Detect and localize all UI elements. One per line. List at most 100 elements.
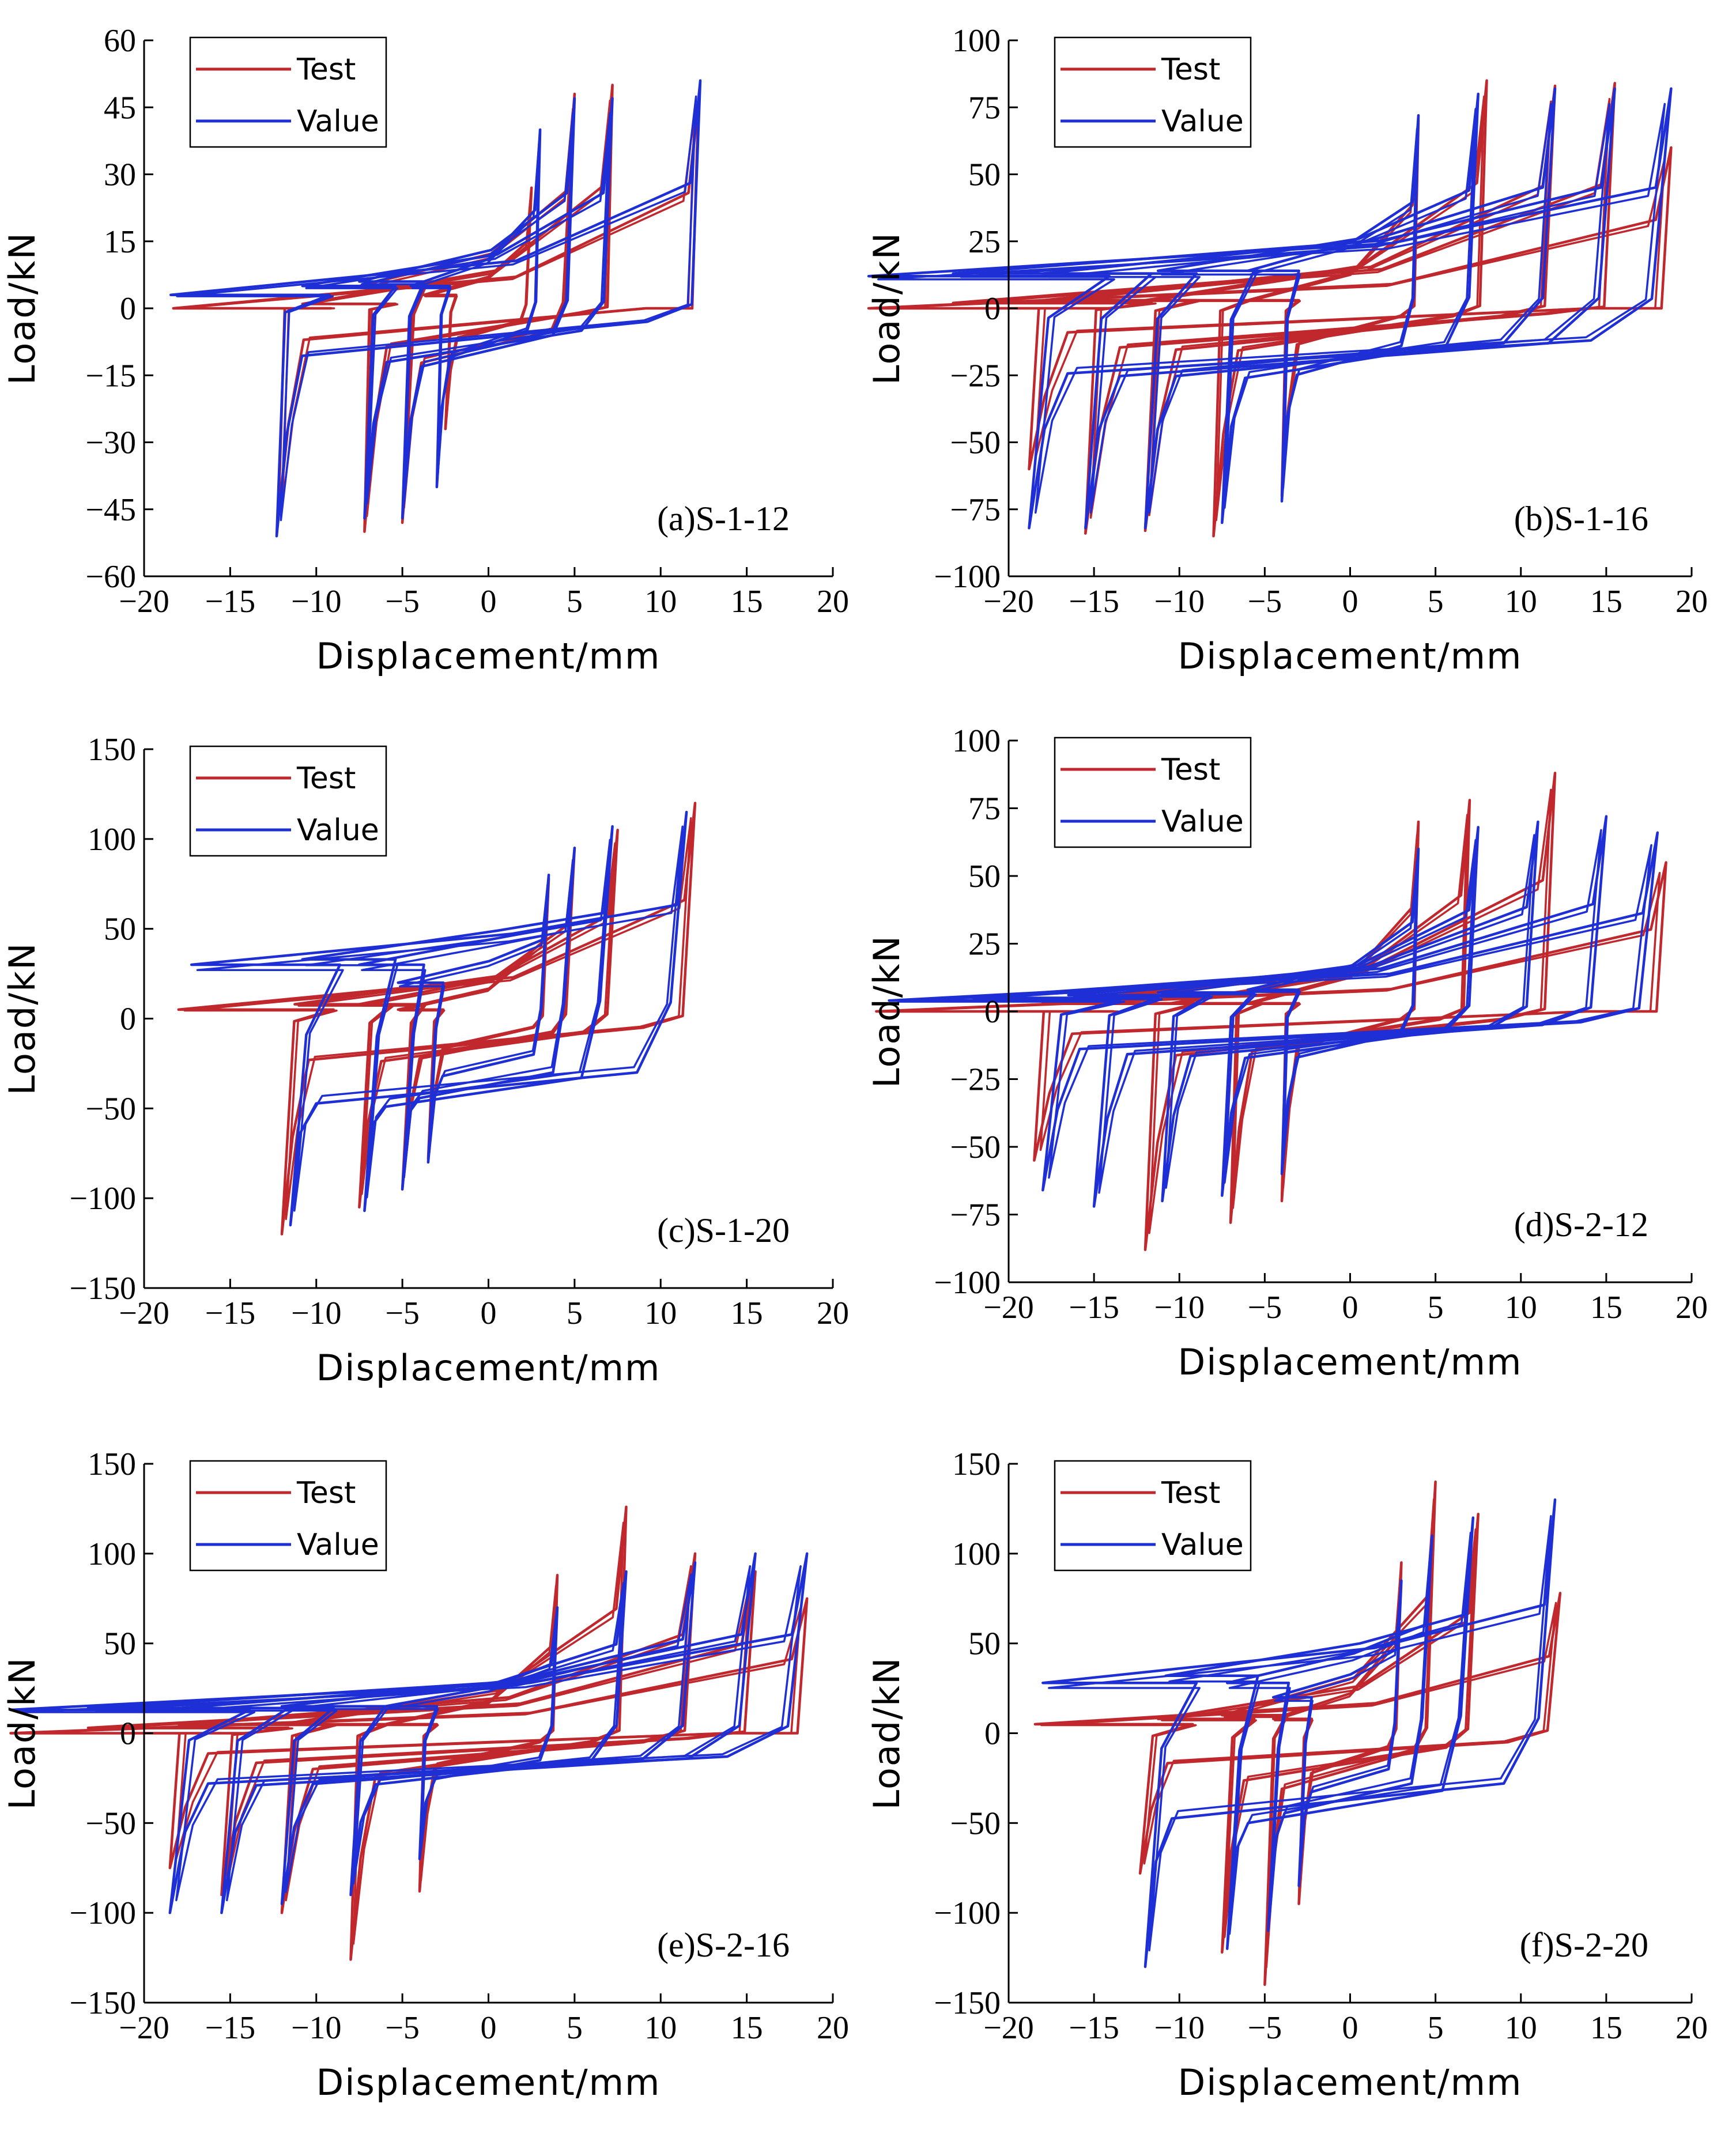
x-axis-title: Displacement/mm	[1178, 2061, 1523, 2103]
y-tick-label: −100	[69, 1181, 136, 1217]
y-axis-title: Load/kN	[1, 942, 43, 1096]
hysteresis-loop-repeat	[1248, 859, 1418, 1164]
x-tick-label: −15	[1069, 1290, 1119, 1325]
legend-label-value: Value	[1161, 104, 1244, 139]
x-tick-label: 10	[1505, 584, 1537, 620]
hysteresis-loop-repeat	[1274, 1573, 1402, 1893]
x-tick-label: −15	[1069, 584, 1119, 620]
hysteresis-loop-repeat	[95, 1581, 752, 1885]
hysteresis-loop-repeat	[297, 842, 616, 1195]
legend: Test Value	[189, 1460, 387, 1572]
y-tick-label: 100	[952, 1536, 1001, 1572]
y-tick-label: −100	[934, 1265, 1001, 1301]
hysteresis-loop	[888, 831, 1659, 1192]
hysteresis-loop	[358, 97, 576, 520]
hysteresis-loop	[280, 1505, 628, 1961]
x-tick-label: −5	[385, 1296, 420, 1331]
x-tick-label: 0	[1342, 584, 1358, 620]
x-tick-label: 20	[1675, 2010, 1708, 2046]
y-tick-label: −50	[950, 425, 1001, 461]
legend-box	[1054, 1460, 1252, 1572]
hysteresis-loop	[952, 87, 1616, 530]
hysteresis-loop-repeat	[1168, 1531, 1472, 1935]
hysteresis-loop-repeat	[1148, 95, 1485, 522]
chart-panel-1: −20 −15 −10 −5 0 5 10 15 20 −60 −45 −30 −15 0 15 30 45 60…	[1, 23, 849, 677]
x-tick-label: 0	[1342, 1290, 1358, 1325]
x-tick-label: −10	[1154, 584, 1205, 620]
y-tick-label: 150	[88, 732, 136, 768]
y-axis-title: Load/kN	[866, 935, 908, 1088]
y-tick-label: −50	[85, 1091, 136, 1127]
hysteresis-loop-repeat	[1048, 1515, 1552, 1952]
hysteresis-loop	[1144, 79, 1488, 538]
x-tick-label: 0	[1342, 2010, 1358, 2046]
legend-label-value: Value	[297, 813, 379, 848]
y-tick-label: 75	[968, 90, 1001, 126]
x-tick-label: −5	[1248, 2010, 1282, 2046]
hysteresis-loop-repeat	[19, 1565, 802, 1902]
series-value	[867, 87, 1673, 530]
x-tick-label: −20	[983, 2010, 1034, 2046]
hysteresis-loop	[384, 1573, 559, 1893]
hysteresis-loop	[190, 810, 688, 1227]
y-tick-label: −15	[85, 358, 136, 394]
x-tick-label: −10	[291, 1296, 342, 1331]
y-tick-label: 0	[984, 1716, 1001, 1752]
hysteresis-loop	[384, 1606, 559, 1860]
x-tick-label: −15	[205, 1296, 256, 1331]
hysteresis-loop-repeat	[1161, 108, 1477, 509]
hysteresis-loop	[867, 87, 1673, 530]
x-tick-label: 15	[1590, 2010, 1622, 2046]
y-tick-label: −60	[85, 559, 136, 595]
x-tick-label: −20	[119, 1296, 169, 1331]
x-tick-label: 5	[567, 1296, 583, 1331]
y-tick-label: 50	[104, 1626, 136, 1662]
x-tick-label: 15	[731, 2010, 763, 2046]
y-tick-label: −75	[950, 492, 1001, 528]
x-tick-label: 10	[644, 1296, 677, 1331]
x-tick-label: 15	[1590, 1290, 1622, 1325]
y-tick-label: −25	[950, 1062, 1001, 1098]
x-tick-label: −5	[385, 2010, 420, 2046]
y-tick-label: −50	[85, 1806, 136, 1841]
y-tick-label: 50	[104, 912, 136, 947]
legend: Test Value	[189, 36, 387, 148]
panel-label: (e)S-2-16	[657, 1926, 790, 1964]
legend-label-test: Test	[296, 52, 356, 87]
y-tick-label: 50	[968, 1626, 1001, 1662]
legend-label-value: Value	[1161, 805, 1244, 839]
y-tick-label: 100	[952, 723, 1001, 759]
series-test	[172, 84, 700, 533]
y-tick-label: 50	[968, 859, 1001, 894]
hysteresis-loop	[358, 847, 576, 1191]
x-tick-label: 20	[1675, 584, 1708, 620]
hysteresis-loop	[301, 825, 614, 1213]
y-tick-label: 0	[120, 291, 136, 327]
hysteresis-loop-repeat	[1173, 814, 1469, 1209]
hysteresis-loop	[280, 1570, 628, 1897]
y-tick-label: −150	[69, 1271, 136, 1306]
x-tick-label: 20	[817, 1296, 849, 1331]
legend-box	[189, 1460, 387, 1572]
hysteresis-loop	[9, 1552, 809, 1914]
hysteresis-loop-repeat	[399, 887, 549, 1150]
y-tick-label: 30	[104, 157, 136, 193]
hysteresis-loop	[1246, 114, 1420, 503]
y-tick-label: −45	[85, 492, 136, 528]
x-axis-title: Displacement/mm	[316, 1347, 661, 1389]
legend-box	[189, 745, 387, 857]
panel-label: (f)S-2-20	[1520, 1926, 1648, 1964]
x-axis-title: Displacement/mm	[316, 635, 661, 677]
y-tick-label: −150	[934, 1985, 1001, 2021]
hysteresis-loop-repeat	[399, 883, 549, 1154]
x-tick-label: 20	[1675, 1290, 1708, 1325]
chart-panel-6: −20 −15 −10 −5 0 5 10 15 20−150−100−50050100150D…	[866, 1447, 1708, 2103]
x-tick-label: 15	[731, 1296, 763, 1331]
x-axis-title: Displacement/mm	[1178, 635, 1523, 677]
legend-label-test: Test	[1161, 753, 1220, 787]
x-tick-label: −20	[983, 584, 1034, 620]
x-tick-label: −10	[1154, 2010, 1205, 2046]
hysteresis-loop-repeat	[1073, 834, 1535, 1189]
y-tick-label: −50	[950, 1806, 1001, 1841]
legend-box	[1054, 737, 1252, 848]
